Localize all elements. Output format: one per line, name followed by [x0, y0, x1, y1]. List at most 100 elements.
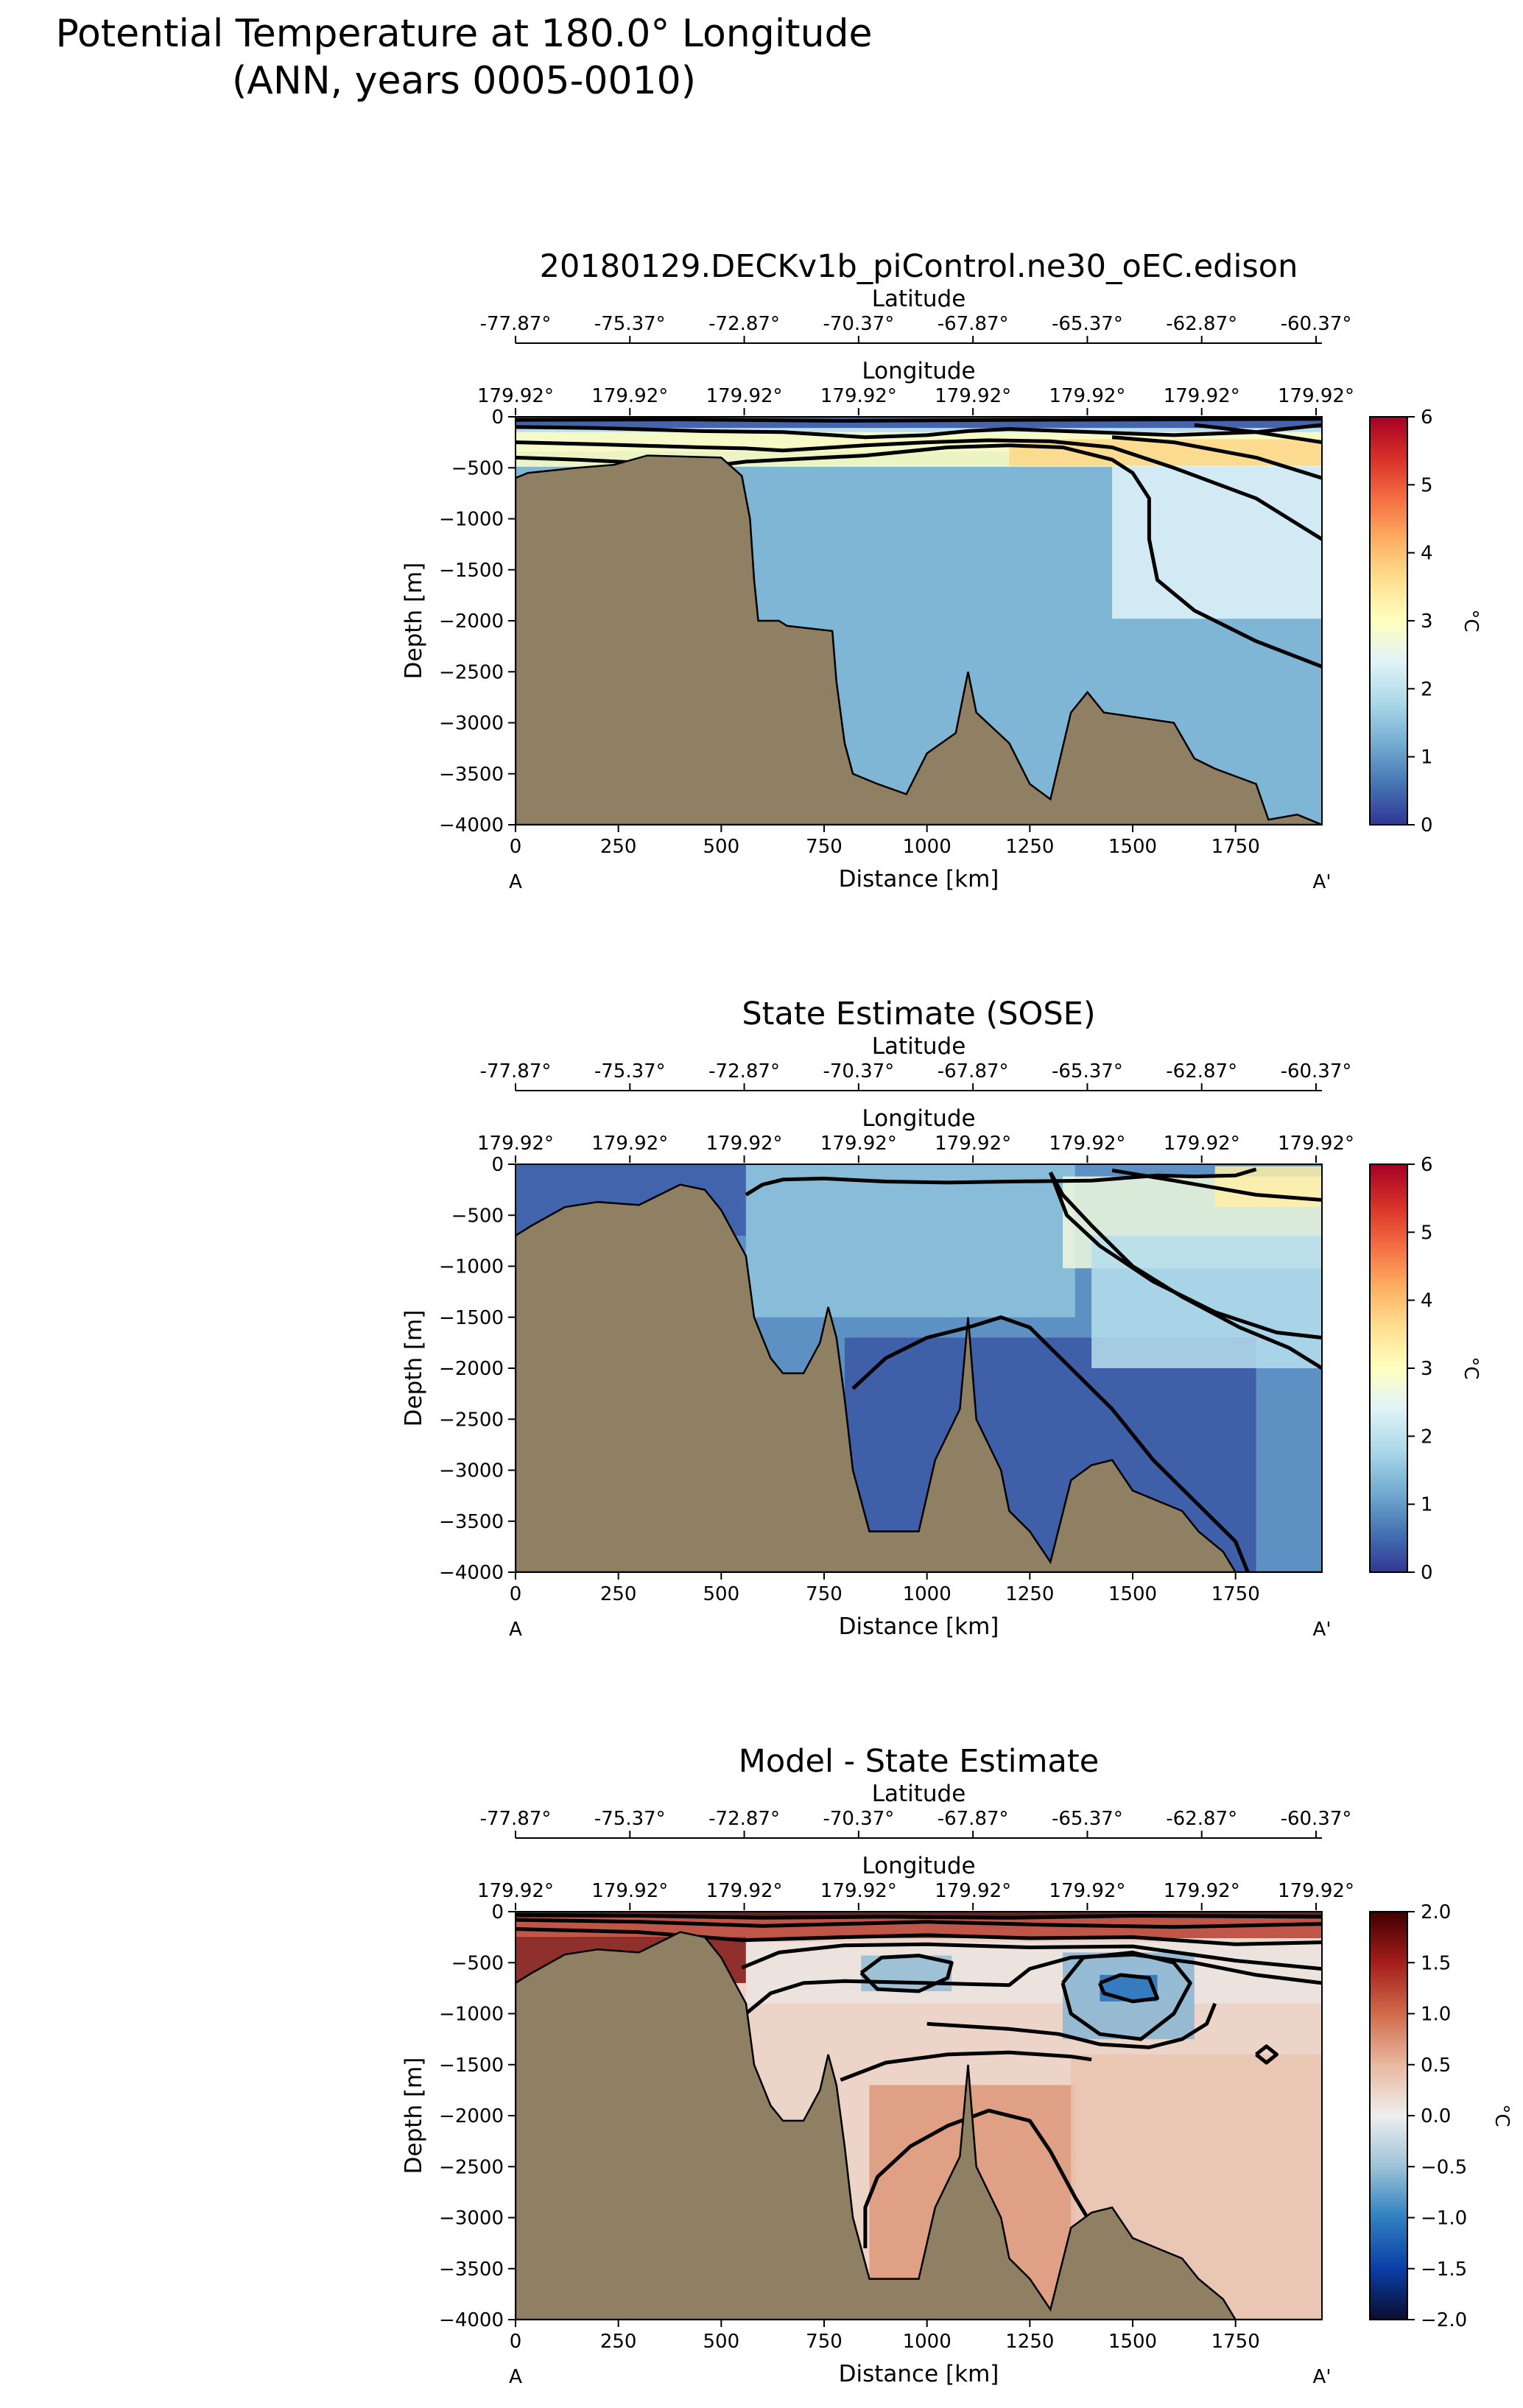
longitude-tick-label: 179.92°: [1278, 1880, 1354, 1902]
x-tick-label: 1750: [1211, 1583, 1260, 1605]
section-start-label: A: [509, 2366, 522, 2388]
latitude-tick-label: -77.87°: [480, 1808, 552, 1830]
latitude-tick-label: -62.87°: [1166, 313, 1237, 335]
longitude-tick-label: 179.92°: [706, 1880, 783, 1902]
y-tick-label: −500: [451, 457, 504, 479]
latitude-tick-label: -65.37°: [1052, 313, 1123, 335]
longitude-tick-label: 179.92°: [477, 1880, 554, 1902]
field-region: [1112, 465, 1322, 619]
y-tick-label: −2000: [439, 2105, 504, 2127]
contour-line: [745, 1952, 1322, 2016]
panel-diff: 0 −500 −1000 −1500 −2000 −2500 −3000 −3500 −4000…: [401, 1743, 1513, 2388]
x-tick-label: 500: [703, 836, 740, 858]
contour-line: [1048, 1172, 1322, 1339]
longitude-tick-label: 179.92°: [935, 385, 1011, 407]
colorbar-tick-label: 4: [1421, 1290, 1433, 1312]
x-tick-label: 750: [806, 1583, 843, 1605]
x-axis-label: Distance [km]: [839, 866, 999, 893]
colorbar-tick-label: −1.5: [1421, 2259, 1467, 2281]
section-end-label: A': [1313, 871, 1332, 893]
colorbar-tick-label: −1.0: [1421, 2208, 1467, 2230]
contour-lines: [745, 1167, 1322, 1572]
longitude-axis-label: Longitude: [862, 1853, 975, 1879]
colorbar-tick-label: 0.5: [1421, 2055, 1451, 2077]
y-tick-label: −2000: [439, 1358, 504, 1380]
field-region: [745, 1164, 1075, 1317]
field-region: [1214, 1166, 1322, 1208]
colorbar-tick-label: 0: [1421, 1562, 1433, 1584]
x-tick-label: 1000: [903, 836, 952, 858]
contour-line: [1061, 1950, 1192, 2041]
x-tick-label: 1000: [903, 2331, 952, 2353]
longitude-tick-label: 179.92°: [706, 1133, 783, 1155]
section-end-label: A': [1313, 2366, 1332, 2388]
section-end-label: A': [1313, 1619, 1332, 1641]
contour-line: [1097, 1973, 1159, 2004]
x-tick-label: 1500: [1108, 1583, 1157, 1605]
contour-line: [851, 1315, 1250, 1572]
y-tick-label: −3000: [439, 1460, 504, 1482]
colorbar-tick-label: 2: [1421, 678, 1433, 700]
panel-title: State Estimate (SOSE): [742, 996, 1095, 1032]
colorbar-tick-label: 5: [1421, 474, 1433, 496]
longitude-tick-label: 179.92°: [1049, 385, 1125, 407]
colorbar-tick-label: 1.5: [1421, 1952, 1451, 1974]
x-tick-label: 1250: [1005, 2331, 1054, 2353]
panel-title: Model - State Estimate: [739, 1743, 1099, 1780]
longitude-tick-label: 179.92°: [1049, 1880, 1125, 1902]
y-tick-label: −3000: [439, 713, 504, 735]
figure-title-line1: Potential Temperature at 180.0° Longitud…: [55, 12, 873, 56]
x-tick-label: 0: [510, 1583, 522, 1605]
panel-title: 20180129.DECKv1b_piControl.ne30_oEC.edis…: [540, 248, 1298, 285]
latitude-tick-label: -77.87°: [480, 313, 552, 335]
longitude-tick-label: 179.92°: [1164, 385, 1240, 407]
bathymetry-terrain: [516, 1931, 1322, 2320]
x-tick-label: 1500: [1108, 2331, 1157, 2353]
latitude-tick-label: -67.87°: [938, 313, 1009, 335]
contour-lines: [516, 417, 1322, 669]
latitude-axis-label: Latitude: [872, 1781, 966, 1807]
panel-sose: 0 −500 −1000 −1500 −2000 −2500 −3000 −3500 −4000…: [401, 996, 1482, 1641]
colorbar-label: °C: [1460, 1356, 1482, 1379]
colorbar-tick-label: 2.0: [1421, 1901, 1451, 1923]
y-tick-label: −1500: [439, 2055, 504, 2077]
y-tick-label: −500: [451, 1952, 504, 1974]
x-tick-label: 750: [806, 2331, 843, 2353]
y-tick-label: 0: [491, 406, 504, 429]
bathymetry-terrain: [516, 454, 1322, 825]
longitude-tick-label: 179.92°: [1049, 1133, 1125, 1155]
bathymetry-terrain: [516, 1183, 1322, 1572]
contour-line: [1111, 435, 1322, 480]
longitude-tick-label: 179.92°: [1278, 1133, 1354, 1155]
y-tick-label: 0: [491, 1901, 504, 1923]
longitude-tick-label: 179.92°: [591, 385, 668, 407]
y-tick-label: −1000: [439, 1256, 504, 1278]
contour-line: [1111, 1168, 1322, 1202]
y-tick-label: −1500: [439, 1307, 504, 1329]
latitude-tick-label: -60.37°: [1281, 1060, 1352, 1082]
y-tick-label: −2500: [439, 1409, 504, 1431]
x-tick-label: 500: [703, 1583, 740, 1605]
latitude-tick-label: -67.87°: [938, 1808, 1009, 1830]
colorbar-tick-label: 4: [1421, 543, 1433, 565]
x-axis-label: Distance [km]: [839, 2361, 999, 2387]
latitude-tick-label: -70.37°: [823, 313, 894, 335]
y-tick-label: −1000: [439, 509, 504, 531]
y-axis-label: Depth [m]: [401, 1310, 427, 1427]
x-tick-label: 1750: [1211, 836, 1260, 858]
y-tick-label: −3500: [439, 764, 504, 786]
y-tick-label: −1500: [439, 560, 504, 582]
y-tick-label: −500: [451, 1205, 504, 1227]
contour-line: [1255, 2044, 1278, 2065]
latitude-tick-label: -62.87°: [1166, 1808, 1237, 1830]
colorbar-bar: [1369, 1911, 1408, 2320]
latitude-tick-label: -75.37°: [594, 1060, 666, 1082]
field-region: [745, 1942, 1322, 2004]
contour-line: [1194, 423, 1322, 445]
longitude-axis-label: Longitude: [862, 1105, 975, 1132]
y-axis-label: Depth [m]: [401, 2057, 427, 2175]
longitude-tick-label: 179.92°: [935, 1133, 1011, 1155]
longitude-axis-label: Longitude: [862, 358, 975, 384]
colorbar-label: °C: [1491, 2104, 1513, 2127]
